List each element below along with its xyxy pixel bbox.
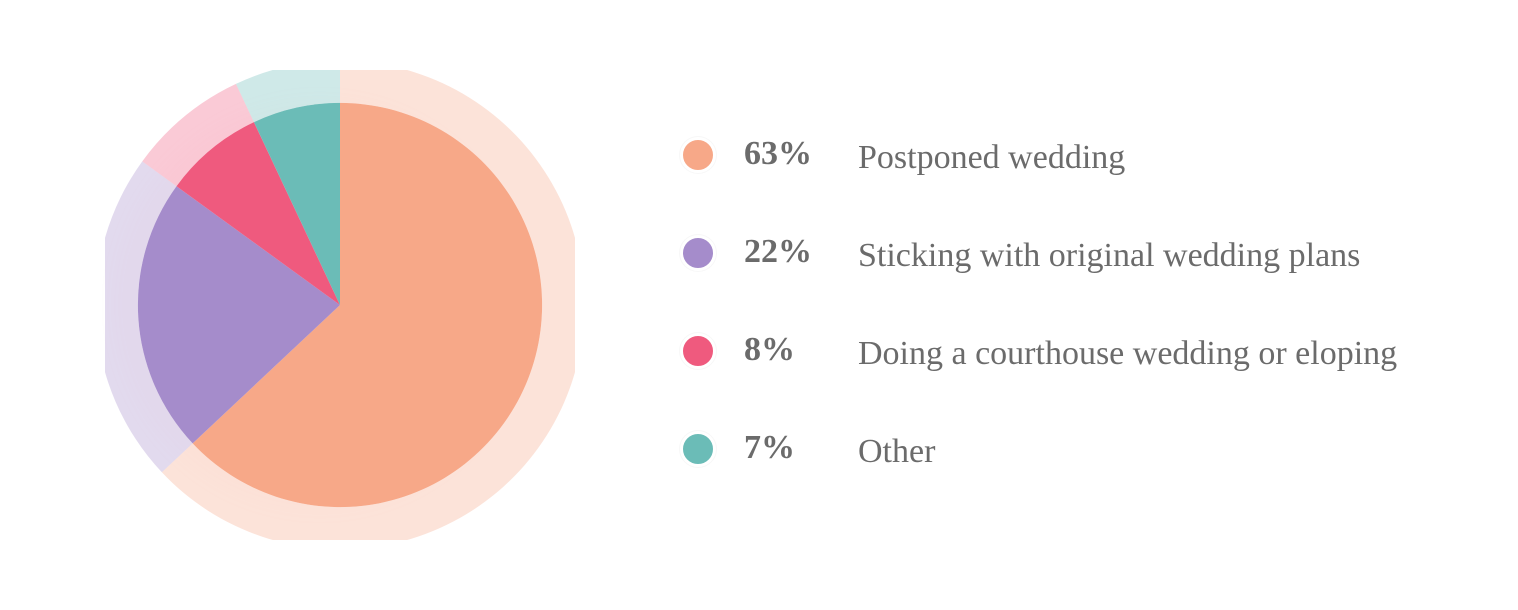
legend-dot: [680, 235, 716, 271]
legend-item: 7% Other: [680, 429, 1397, 475]
legend-item: 8% Doing a courthouse wedding or eloping: [680, 331, 1397, 377]
legend-label: Sticking with original wedding plans: [858, 233, 1360, 279]
legend: 63% Postponed wedding 22% Sticking with …: [680, 135, 1397, 475]
pie-chart: [105, 70, 575, 540]
legend-item: 22% Sticking with original wedding plans: [680, 233, 1397, 279]
legend-item: 63% Postponed wedding: [680, 135, 1397, 181]
legend-percent: 63%: [744, 135, 840, 173]
pie-chart-container: [90, 55, 590, 555]
legend-label: Postponed wedding: [858, 135, 1125, 181]
legend-dot: [680, 431, 716, 467]
legend-percent: 8%: [744, 331, 840, 369]
legend-percent: 7%: [744, 429, 840, 467]
legend-dot: [680, 137, 716, 173]
legend-label: Doing a courthouse wedding or eloping: [858, 331, 1397, 377]
legend-label: Other: [858, 429, 935, 475]
legend-dot: [680, 333, 716, 369]
legend-percent: 22%: [744, 233, 840, 271]
